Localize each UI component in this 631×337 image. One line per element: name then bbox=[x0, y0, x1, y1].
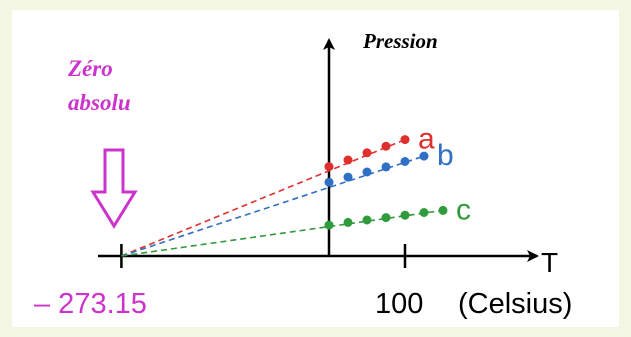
series-label-b: b bbox=[437, 139, 454, 172]
x-tick-label: – 273.15 bbox=[34, 288, 147, 320]
data-point-a bbox=[362, 148, 372, 158]
data-point-a bbox=[343, 155, 353, 165]
down-arrow-outline-icon bbox=[90, 148, 138, 229]
data-point-a bbox=[324, 162, 334, 172]
data-point-a bbox=[381, 141, 391, 151]
y-axis-label: Pression bbox=[362, 29, 438, 53]
series-line-b bbox=[121, 155, 425, 257]
data-point-c bbox=[381, 213, 391, 223]
series-line-a bbox=[121, 138, 406, 257]
data-point-b bbox=[400, 157, 410, 166]
data-point-b bbox=[362, 167, 372, 177]
data-point-c bbox=[400, 210, 410, 220]
x-tick-label: 100 bbox=[375, 288, 423, 320]
x-unit-label: (Celsius) bbox=[458, 288, 572, 320]
data-point-c bbox=[362, 215, 372, 225]
x-ticks: – 273.15 100 bbox=[34, 244, 423, 320]
data-point-c bbox=[324, 220, 334, 230]
x-axis-label: T bbox=[541, 247, 558, 278]
series-label-c: c bbox=[456, 193, 471, 226]
data-point-b bbox=[324, 177, 334, 187]
annotation-absolu-label: absolu bbox=[68, 90, 131, 115]
data-point-a bbox=[400, 135, 410, 145]
data-point-c bbox=[438, 205, 448, 215]
data-point-b bbox=[343, 172, 353, 182]
data-point-b bbox=[381, 162, 391, 172]
data-point-c bbox=[343, 217, 353, 227]
data-point-c bbox=[419, 208, 429, 217]
series-lines bbox=[121, 138, 444, 257]
series-points bbox=[324, 135, 448, 230]
series-label-a: a bbox=[418, 123, 435, 156]
gas-law-chart: Zéro absolu Pression T – 273.15 100 a bc (… bbox=[34, 29, 572, 320]
annotation-zero-label: Zéro bbox=[67, 56, 113, 81]
data-point-b bbox=[419, 151, 429, 161]
series-labels: a bc bbox=[418, 123, 471, 227]
series-line-c bbox=[121, 209, 444, 257]
